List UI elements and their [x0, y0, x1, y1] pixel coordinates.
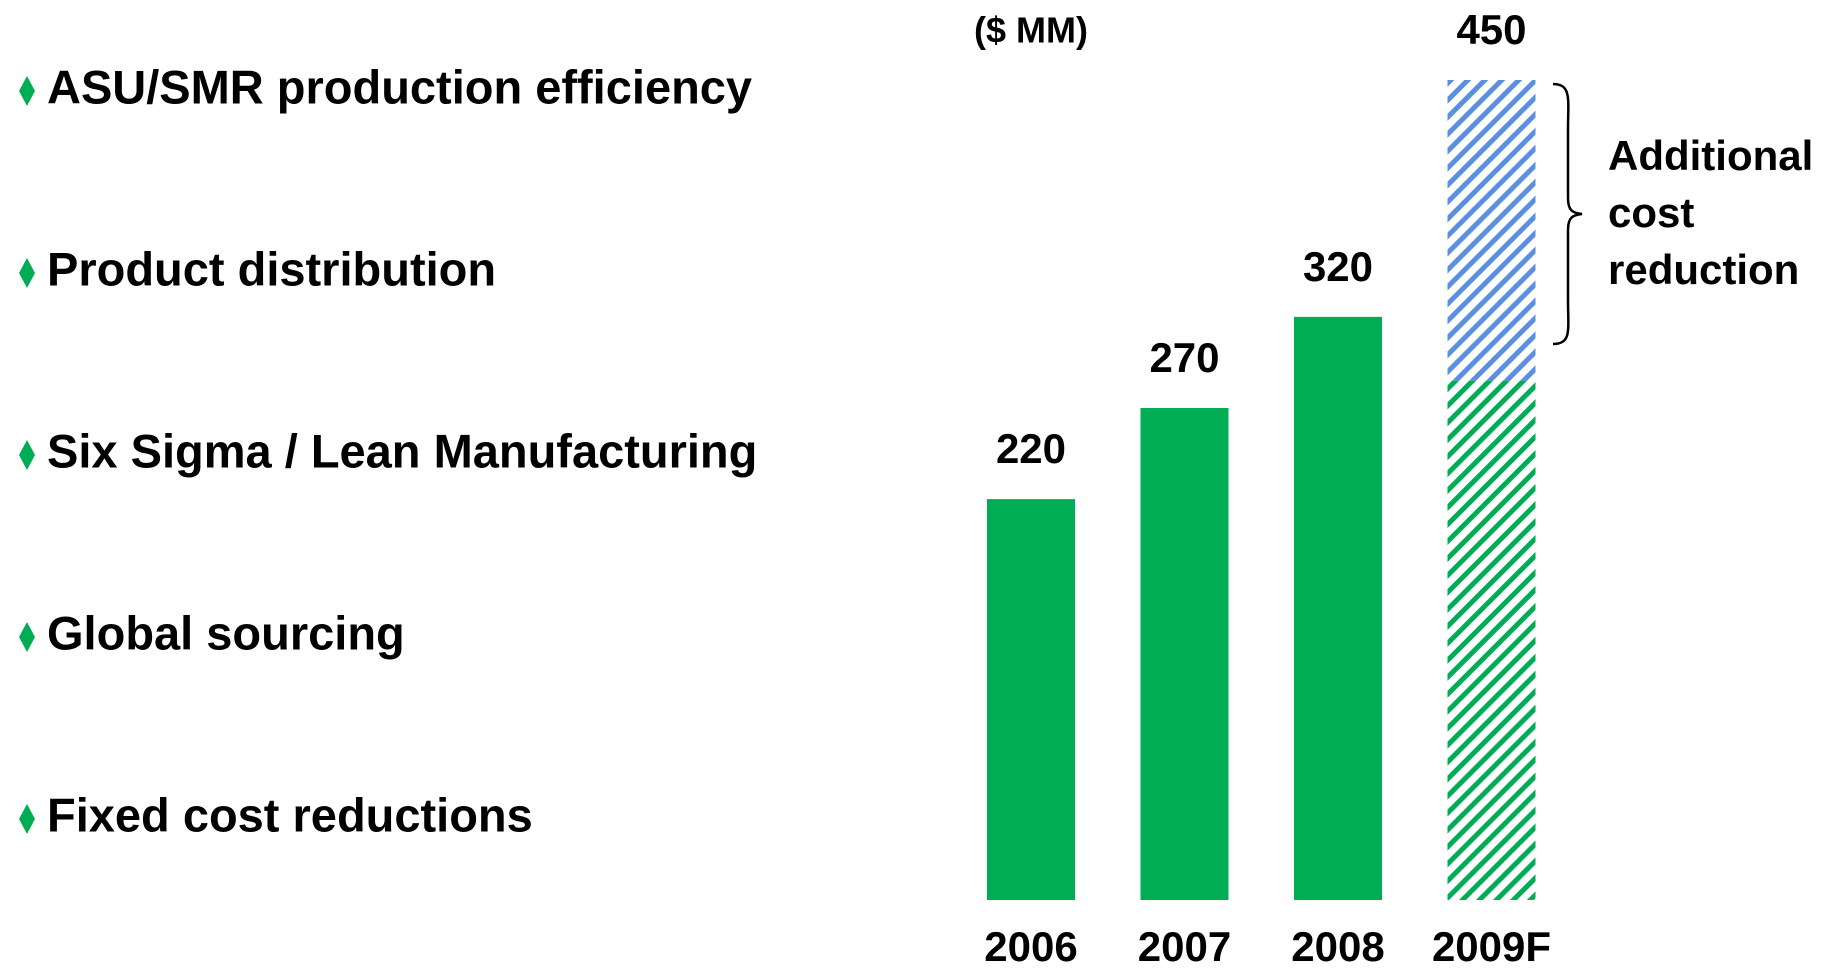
- bar-segment: [1447, 80, 1536, 381]
- x-tick-label: 2007: [1138, 923, 1231, 970]
- x-tick-label: 2009F: [1432, 923, 1551, 970]
- bullet-text: ASU/SMR production efficiency: [47, 60, 752, 113]
- value-label: 450: [1456, 6, 1526, 53]
- value-label: 320: [1303, 243, 1373, 290]
- annotation: reduction: [1608, 246, 1799, 293]
- bar-segment: [1294, 316, 1382, 900]
- bullet-diamond: [19, 440, 35, 470]
- bullet-text: Product distribution: [47, 242, 496, 295]
- bullet-text: Six Sigma / Lean Manufacturing: [47, 424, 757, 477]
- bullet-diamond: [19, 804, 35, 834]
- bullet-text: Global sourcing: [47, 606, 405, 659]
- annotation: cost: [1608, 189, 1694, 236]
- brace: [1552, 82, 1583, 346]
- bar-segment: [987, 499, 1075, 900]
- bullet-text: Fixed cost reductions: [47, 788, 533, 841]
- bullet-diamond: [19, 76, 35, 106]
- bullet-diamond: [19, 622, 35, 652]
- value-label: 270: [1149, 334, 1219, 381]
- value-label: 220: [996, 425, 1066, 472]
- bar-segment: [1447, 380, 1536, 901]
- unit-label: ($ MM): [974, 10, 1088, 51]
- annotation: Additional: [1608, 132, 1813, 179]
- x-tick-label: 2006: [984, 923, 1077, 970]
- x-tick-label: 2008: [1291, 923, 1384, 970]
- bar-segment: [1140, 408, 1229, 900]
- bullet-diamond: [19, 258, 35, 288]
